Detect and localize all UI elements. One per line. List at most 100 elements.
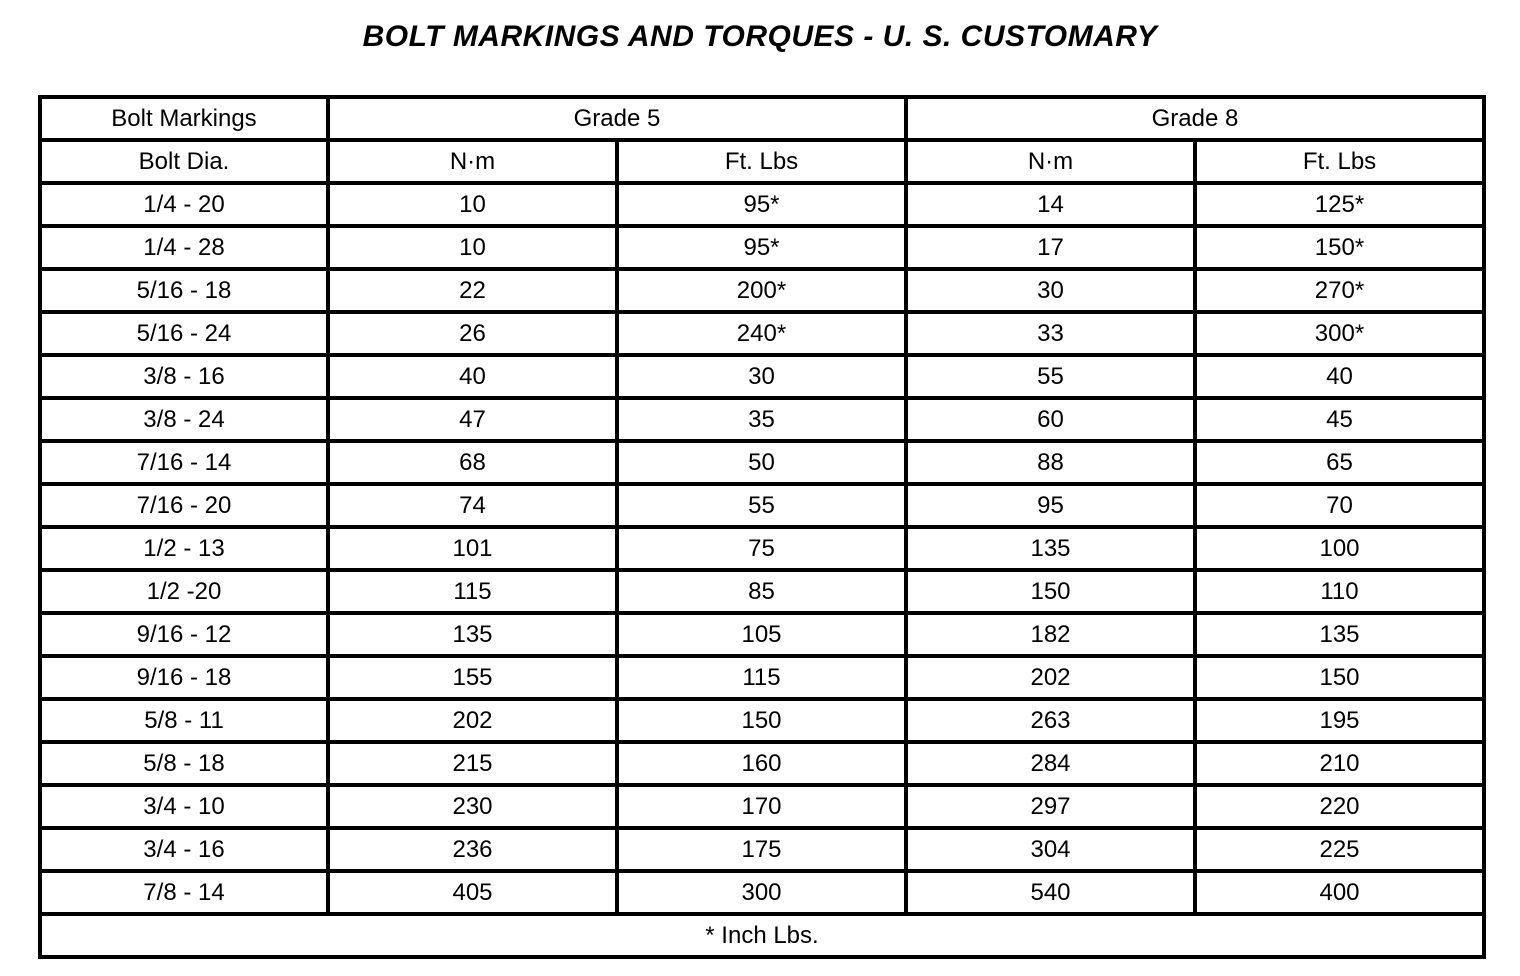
table-row: 7/16 - 20 74 55 95 70	[38, 482, 1486, 529]
cell-g8_nm: 60	[904, 396, 1197, 443]
cell-g8_ftlbs: 220	[1193, 783, 1486, 830]
cell-g8_nm: 17	[904, 224, 1197, 271]
table-row: 5/16 - 18 22 200* 30 270*	[38, 267, 1486, 314]
cell-g8_nm: 304	[904, 826, 1197, 873]
cell-g8_ftlbs: 70	[1193, 482, 1486, 529]
cell-g5_ftlbs: 170	[615, 783, 908, 830]
cell-g5_nm: 40	[326, 353, 619, 400]
cell-g8_nm: 182	[904, 611, 1197, 658]
header-grade5: Grade 5	[326, 95, 908, 142]
cell-g8_nm: 150	[904, 568, 1197, 615]
table-row: 1/2 - 13 101 75 135 100	[38, 525, 1486, 572]
cell-g8_nm: 95	[904, 482, 1197, 529]
cell-g8_ftlbs: 110	[1193, 568, 1486, 615]
cell-g5_ftlbs: 240*	[615, 310, 908, 357]
table-row: 7/8 - 14 405 300 540 400	[38, 869, 1486, 916]
header-grade8: Grade 8	[904, 95, 1486, 142]
cell-g5_ftlbs: 115	[615, 654, 908, 701]
header-bolt-dia: Bolt Dia.	[38, 138, 330, 185]
cell-bolt_dia: 5/16 - 18	[38, 267, 330, 314]
table-row: 5/8 - 18 215 160 284 210	[38, 740, 1486, 787]
cell-g5_ftlbs: 85	[615, 568, 908, 615]
cell-g5_nm: 10	[326, 224, 619, 271]
cell-bolt_dia: 9/16 - 18	[38, 654, 330, 701]
cell-g5_nm: 115	[326, 568, 619, 615]
cell-bolt_dia: 3/4 - 10	[38, 783, 330, 830]
cell-g8_ftlbs: 100	[1193, 525, 1486, 572]
header-grade5-ftlbs: Ft. Lbs	[615, 138, 908, 185]
table-row: 9/16 - 12 135 105 182 135	[38, 611, 1486, 658]
cell-g5_nm: 236	[326, 826, 619, 873]
cell-g8_nm: 33	[904, 310, 1197, 357]
cell-g5_nm: 47	[326, 396, 619, 443]
bolt-torque-table: Bolt Markings Grade 5 Grade 8 Bolt Dia. …	[38, 95, 1486, 959]
cell-g8_nm: 135	[904, 525, 1197, 572]
table-row: 1/4 - 20 10 95* 14 125*	[38, 181, 1486, 228]
cell-g8_ftlbs: 150	[1193, 654, 1486, 701]
cell-bolt_dia: 3/8 - 16	[38, 353, 330, 400]
cell-g8_nm: 263	[904, 697, 1197, 744]
cell-bolt_dia: 7/16 - 14	[38, 439, 330, 486]
cell-g5_nm: 22	[326, 267, 619, 314]
header-grade5-nm: N·m	[326, 138, 619, 185]
cell-g8_nm: 540	[904, 869, 1197, 916]
footnote-inch-lbs: * Inch Lbs.	[38, 912, 1486, 959]
header-bolt-markings: Bolt Markings	[38, 95, 330, 142]
cell-g8_ftlbs: 300*	[1193, 310, 1486, 357]
cell-g5_ftlbs: 75	[615, 525, 908, 572]
table-row: 3/4 - 16 236 175 304 225	[38, 826, 1486, 873]
header-grade8-nm: N·m	[904, 138, 1197, 185]
table-row: 7/16 - 14 68 50 88 65	[38, 439, 1486, 486]
cell-g5_nm: 10	[326, 181, 619, 228]
group-header-row: Bolt Markings Grade 5 Grade 8	[38, 95, 1486, 142]
cell-g8_ftlbs: 40	[1193, 353, 1486, 400]
table-row: 3/8 - 24 47 35 60 45	[38, 396, 1486, 443]
cell-g5_ftlbs: 50	[615, 439, 908, 486]
cell-g5_nm: 215	[326, 740, 619, 787]
cell-bolt_dia: 1/4 - 20	[38, 181, 330, 228]
cell-g8_ftlbs: 150*	[1193, 224, 1486, 271]
cell-g8_nm: 30	[904, 267, 1197, 314]
cell-g8_nm: 297	[904, 783, 1197, 830]
cell-g5_ftlbs: 300	[615, 869, 908, 916]
cell-g5_nm: 68	[326, 439, 619, 486]
cell-g8_nm: 55	[904, 353, 1197, 400]
cell-g5_ftlbs: 55	[615, 482, 908, 529]
cell-bolt_dia: 1/4 - 28	[38, 224, 330, 271]
table-row: 1/4 - 28 10 95* 17 150*	[38, 224, 1486, 271]
cell-g5_nm: 74	[326, 482, 619, 529]
cell-g5_nm: 26	[326, 310, 619, 357]
cell-bolt_dia: 3/8 - 24	[38, 396, 330, 443]
cell-g5_nm: 230	[326, 783, 619, 830]
cell-g8_ftlbs: 270*	[1193, 267, 1486, 314]
cell-g5_ftlbs: 200*	[615, 267, 908, 314]
cell-g5_ftlbs: 30	[615, 353, 908, 400]
cell-bolt_dia: 7/8 - 14	[38, 869, 330, 916]
cell-g8_nm: 88	[904, 439, 1197, 486]
cell-g5_ftlbs: 35	[615, 396, 908, 443]
cell-g8_nm: 202	[904, 654, 1197, 701]
cell-g5_nm: 135	[326, 611, 619, 658]
cell-g5_ftlbs: 160	[615, 740, 908, 787]
cell-bolt_dia: 9/16 - 12	[38, 611, 330, 658]
cell-g8_ftlbs: 45	[1193, 396, 1486, 443]
cell-bolt_dia: 1/2 -20	[38, 568, 330, 615]
cell-g8_nm: 14	[904, 181, 1197, 228]
table-row: 5/8 - 11 202 150 263 195	[38, 697, 1486, 744]
cell-g5_ftlbs: 150	[615, 697, 908, 744]
cell-g5_ftlbs: 105	[615, 611, 908, 658]
table-row: 1/2 -20 115 85 150 110	[38, 568, 1486, 615]
cell-g5_nm: 405	[326, 869, 619, 916]
cell-g8_ftlbs: 195	[1193, 697, 1486, 744]
cell-g8_ftlbs: 210	[1193, 740, 1486, 787]
cell-g8_ftlbs: 65	[1193, 439, 1486, 486]
table-row: 9/16 - 18 155 115 202 150	[38, 654, 1486, 701]
cell-g8_ftlbs: 400	[1193, 869, 1486, 916]
cell-g8_ftlbs: 125*	[1193, 181, 1486, 228]
cell-bolt_dia: 5/8 - 11	[38, 697, 330, 744]
cell-bolt_dia: 3/4 - 16	[38, 826, 330, 873]
cell-g5_nm: 155	[326, 654, 619, 701]
cell-bolt_dia: 1/2 - 13	[38, 525, 330, 572]
cell-g8_ftlbs: 225	[1193, 826, 1486, 873]
header-grade8-ftlbs: Ft. Lbs	[1193, 138, 1486, 185]
